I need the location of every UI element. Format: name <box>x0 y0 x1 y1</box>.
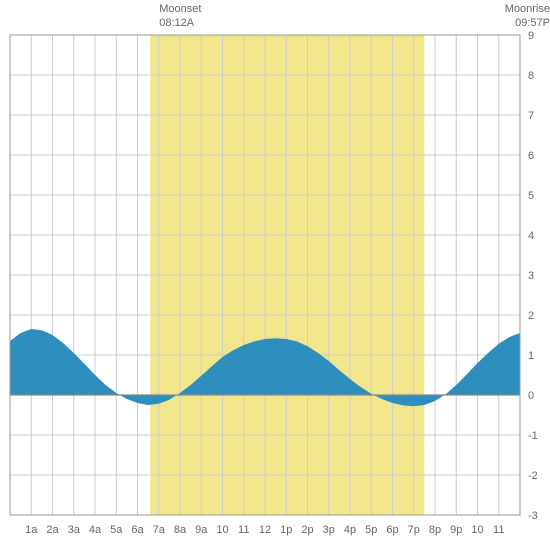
x-tick-label: 1a <box>25 524 38 536</box>
y-tick-label: 3 <box>528 270 534 282</box>
x-tick-label: 6p <box>386 524 398 536</box>
moonset-time: 08:12A <box>159 16 201 30</box>
moonrise-label: Moonrise 09:57P <box>451 2 550 31</box>
y-tick-label: -1 <box>528 430 538 442</box>
y-tick-label: 0 <box>528 390 534 402</box>
y-tick-label: -3 <box>528 510 538 522</box>
y-tick-label: 1 <box>528 350 534 362</box>
y-tick-label: 2 <box>528 310 534 322</box>
moonset-label: Moonset 08:12A <box>159 2 201 31</box>
x-tick-label: 8a <box>174 524 187 536</box>
y-tick-label: 8 <box>528 70 534 82</box>
x-tick-label: 2p <box>301 524 313 536</box>
x-tick-label: 2a <box>46 524 59 536</box>
moonrise-title: Moonrise <box>451 2 550 16</box>
x-tick-label: 11 <box>493 524 504 536</box>
x-tick-label: 12 <box>259 524 271 536</box>
moonset-title: Moonset <box>159 2 201 16</box>
x-tick-label: 9p <box>450 524 462 536</box>
x-tick-label: 5p <box>365 524 377 536</box>
x-tick-label: 1p <box>280 524 292 536</box>
y-tick-label: 9 <box>528 30 534 42</box>
y-tick-label: -2 <box>528 470 538 482</box>
x-tick-label: 10 <box>471 524 483 536</box>
tide-chart: Moonset 08:12A Moonrise 09:57P -3-2-1012… <box>0 0 550 550</box>
x-tick-label: 4p <box>344 524 356 536</box>
x-tick-label: 3a <box>68 524 81 536</box>
x-tick-label: 10 <box>216 524 228 536</box>
x-tick-label: 3p <box>323 524 335 536</box>
x-tick-label: 4a <box>89 524 102 536</box>
y-tick-label: 6 <box>528 150 534 162</box>
moonrise-time: 09:57P <box>451 16 550 30</box>
y-tick-label: 5 <box>528 190 534 202</box>
x-tick-label: 9a <box>195 524 208 536</box>
x-tick-label: 7a <box>153 524 166 536</box>
x-tick-label: 7p <box>408 524 420 536</box>
x-tick-label: 11 <box>238 524 249 536</box>
y-tick-label: 7 <box>528 110 534 122</box>
y-tick-label: 4 <box>528 230 534 242</box>
x-tick-label: 6a <box>131 524 144 536</box>
x-tick-label: 5a <box>110 524 123 536</box>
chart-canvas: -3-2-101234567891a2a3a4a5a6a7a8a9a101112… <box>0 0 550 550</box>
x-tick-label: 8p <box>429 524 441 536</box>
